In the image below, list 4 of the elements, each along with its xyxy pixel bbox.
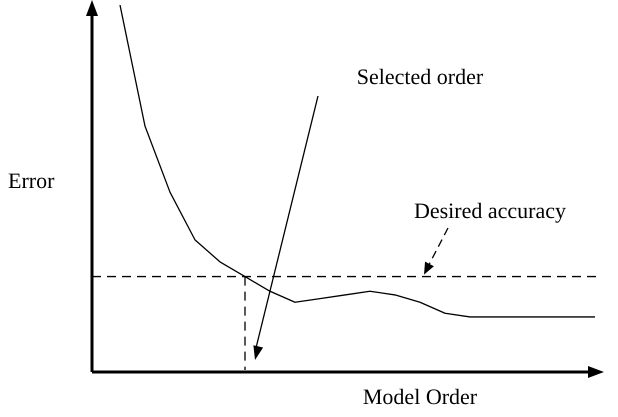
annotation: Selected order — [356, 64, 484, 89]
x-axis-title: Model Order — [362, 384, 478, 409]
annotation: Desired accuracy — [414, 198, 566, 223]
y-axis-title: Error — [8, 168, 56, 193]
